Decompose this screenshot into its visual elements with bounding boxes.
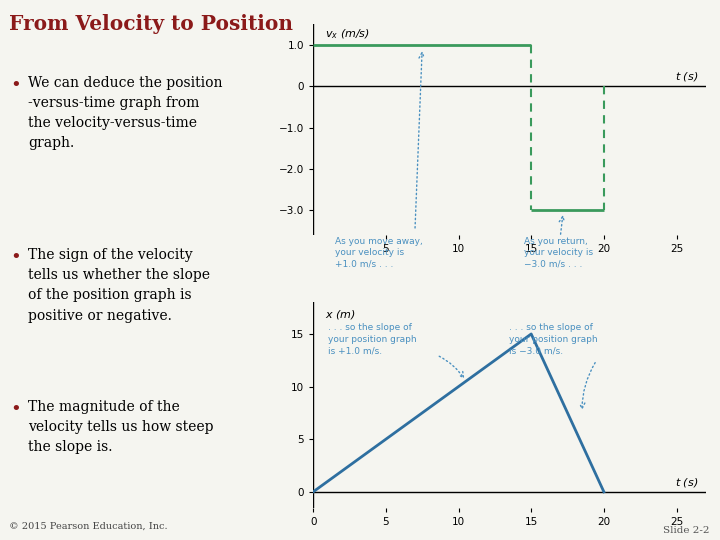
- Text: We can deduce the position
-versus-time graph from
the velocity-versus-time
grap: We can deduce the position -versus-time …: [28, 76, 223, 150]
- Text: $x$ (m): $x$ (m): [325, 308, 356, 321]
- Text: $t$ (s): $t$ (s): [675, 70, 698, 83]
- Text: •: •: [11, 76, 21, 93]
- Text: © 2015 Pearson Education, Inc.: © 2015 Pearson Education, Inc.: [9, 521, 168, 530]
- Text: The magnitude of the
velocity tells us how steep
the slope is.: The magnitude of the velocity tells us h…: [28, 400, 214, 454]
- Text: As you move away,
your velocity is
+1.0 m/s . . .: As you move away, your velocity is +1.0 …: [335, 237, 423, 269]
- Text: $t$ (s): $t$ (s): [675, 476, 698, 489]
- Text: The sign of the velocity
tells us whether the slope
of the position graph is
pos: The sign of the velocity tells us whethe…: [28, 248, 210, 322]
- Text: . . . so the slope of
your position graph
is −3.0 m/s.: . . . so the slope of your position grap…: [510, 323, 598, 355]
- Text: Slide 2-2: Slide 2-2: [662, 525, 709, 535]
- Text: $v_x$ (m/s): $v_x$ (m/s): [325, 28, 370, 41]
- Text: . . . so the slope of
your position graph
is +1.0 m/s.: . . . so the slope of your position grap…: [328, 323, 416, 355]
- Text: As you return,
your velocity is
−3.0 m/s . . .: As you return, your velocity is −3.0 m/s…: [524, 237, 593, 269]
- Text: •: •: [11, 400, 21, 417]
- Text: From Velocity to Position: From Velocity to Position: [9, 14, 293, 33]
- Text: •: •: [11, 248, 21, 266]
